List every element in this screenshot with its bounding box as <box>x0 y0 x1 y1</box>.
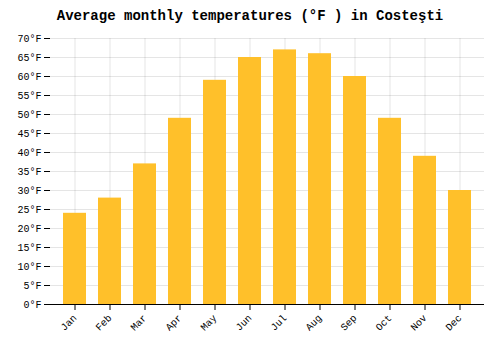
svg-text:Jul: Jul <box>269 313 290 334</box>
svg-text:5°F: 5°F <box>23 281 41 292</box>
svg-text:Dec: Dec <box>444 313 465 334</box>
svg-text:60°F: 60°F <box>17 72 41 83</box>
svg-text:65°F: 65°F <box>17 53 41 64</box>
svg-text:45°F: 45°F <box>17 129 41 140</box>
svg-text:0°F: 0°F <box>23 300 41 311</box>
svg-text:70°F: 70°F <box>17 34 41 45</box>
svg-text:Jun: Jun <box>234 313 255 334</box>
svg-text:Sep: Sep <box>339 313 360 334</box>
svg-text:Mar: Mar <box>129 313 150 334</box>
svg-text:15°F: 15°F <box>17 243 41 254</box>
svg-text:Aug: Aug <box>304 313 325 334</box>
svg-text:May: May <box>199 313 220 334</box>
html-text:Average monthly temperatures (: Average monthly temperatures (°F ) in Co… <box>56 8 444 24</box>
svg-text:Apr: Apr <box>164 313 185 334</box>
svg-text:35°F: 35°F <box>17 167 41 178</box>
svg-text:50°F: 50°F <box>17 110 41 121</box>
svg-text:Oct: Oct <box>374 313 395 334</box>
svg-text:20°F: 20°F <box>17 224 41 235</box>
svg-text:Nov: Nov <box>409 313 430 334</box>
svg-text:Jan: Jan <box>59 313 80 334</box>
svg-text:40°F: 40°F <box>17 148 41 159</box>
svg-text:25°F: 25°F <box>17 205 41 216</box>
svg-text:55°F: 55°F <box>17 91 41 102</box>
svg-text:Feb: Feb <box>94 313 115 334</box>
svg-text:10°F: 10°F <box>17 262 41 273</box>
svg-text:30°F: 30°F <box>17 186 41 197</box>
